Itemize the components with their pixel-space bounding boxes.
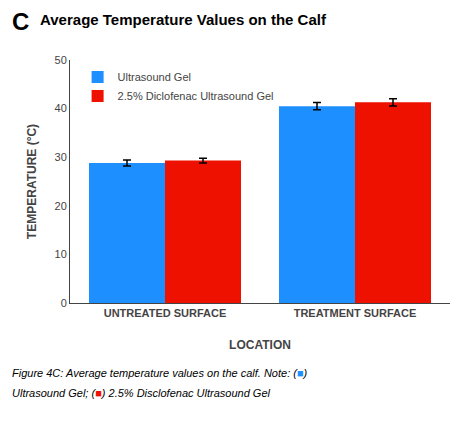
svg-text:Ultrasound Gel: Ultrasound Gel	[118, 71, 191, 83]
svg-text:C: C	[12, 8, 29, 35]
svg-text:2.5% Diclofenac Ultrasound Gel: 2.5% Diclofenac Ultrasound Gel	[118, 90, 274, 102]
svg-text:UNTREATED SURFACE: UNTREATED SURFACE	[104, 307, 227, 319]
svg-text:TEMPERATURE (°C): TEMPERATURE (°C)	[25, 124, 39, 239]
svg-text:20: 20	[55, 200, 67, 212]
svg-text:Ultrasound Gel; (■) 2.5% Discl: Ultrasound Gel; (■) 2.5% Disclofenac Ult…	[12, 387, 271, 399]
svg-text:40: 40	[55, 102, 67, 114]
svg-text:Average Temperature Values on: Average Temperature Values on the Calf	[40, 11, 327, 28]
svg-text:Figure 4C: Average temperature: Figure 4C: Average temperature values on…	[12, 367, 308, 379]
svg-text:0: 0	[61, 297, 67, 309]
svg-text:LOCATION: LOCATION	[229, 338, 291, 352]
svg-text:50: 50	[55, 54, 67, 66]
svg-text:10: 10	[55, 248, 67, 260]
svg-text:30: 30	[55, 151, 67, 163]
svg-text:TREATMENT SURFACE: TREATMENT SURFACE	[294, 307, 417, 319]
